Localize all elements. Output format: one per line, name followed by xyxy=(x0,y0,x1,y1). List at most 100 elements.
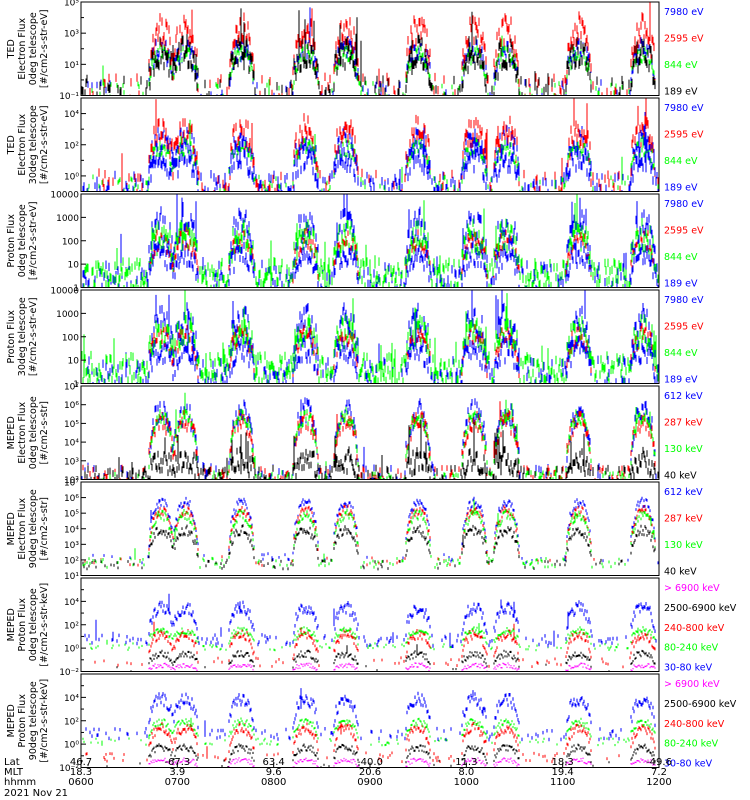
y-label-line: 30deg telescope xyxy=(17,297,28,376)
x-tick-mlt: 20.6 xyxy=(359,767,381,778)
y-tick-label: 10⁰ xyxy=(64,741,79,751)
trace-40-kev xyxy=(82,524,656,571)
legend-entry: 844 eV xyxy=(664,60,698,71)
y-tick-label: 10² xyxy=(64,717,79,727)
y-tick-label: 10⁻² xyxy=(59,764,79,774)
legend-entry: 130 keV xyxy=(664,540,703,551)
y-tick-label: 10⁷ xyxy=(64,479,79,489)
x-date-label: 2021 Nov 21 xyxy=(4,788,68,799)
legend-entry: 2595 eV xyxy=(664,226,704,237)
panel-8: 10⁻² 10⁰ 10² 10⁴ MEPED Proton Flux 90deg teles… xyxy=(6,673,737,774)
y-label-line: MEPED xyxy=(6,512,17,545)
trace-40-kev xyxy=(84,420,659,480)
y-label-line: [#/cm2-s-str] xyxy=(39,401,50,464)
y-tick-label: 1 xyxy=(73,380,79,390)
panel-1-ylabel: TED Electron Flux 0deg telescope [#/cm2-s-s… xyxy=(6,9,50,88)
panel-6-frame xyxy=(80,481,660,576)
x-tick-lat: -40.0 xyxy=(357,757,383,768)
legend-entry: 844 eV xyxy=(664,156,698,167)
panel-8-traces xyxy=(81,688,656,768)
legend-entry: 287 keV xyxy=(664,514,703,525)
panel-3: 1 10 100 1000 10000 Proton Flux 0deg telescope… xyxy=(6,191,704,295)
legend-entry: 2595 eV xyxy=(664,322,704,333)
y-tick-label: 10⁶ xyxy=(64,494,79,504)
y-tick-label: 10² xyxy=(64,476,79,486)
trace-80-240-kev xyxy=(89,623,656,652)
trace-2500-6900-kev xyxy=(81,743,656,768)
x-axis-block: Lat MLT hhmm 2021 Nov 21 46.718.30600-67… xyxy=(4,757,672,799)
y-tick-label: 10⁴ xyxy=(64,525,79,535)
panel-6-traces xyxy=(82,496,659,571)
y-label-line: Proton Flux xyxy=(17,598,28,652)
y-label-line: Proton Flux xyxy=(6,214,17,268)
y-label-line: TED xyxy=(6,39,17,59)
y-tick-label: 10⁴ xyxy=(64,439,79,449)
y-label-line: [#/cm2-s-str-eV] xyxy=(28,297,39,376)
legend-entry: 240-800 keV xyxy=(664,719,725,730)
x-tick-lat: 11.3 xyxy=(455,757,477,768)
panel-2-traces xyxy=(82,98,659,192)
legend-entry: 40 keV xyxy=(664,567,697,578)
y-label-line: 0deg telescope xyxy=(28,396,39,469)
legend-entry: 612 keV xyxy=(664,391,703,402)
x-tick-mlt: 3.9 xyxy=(169,767,185,778)
trace-2595-ev xyxy=(84,2,656,96)
legend-entry: > 6900 keV xyxy=(664,679,720,690)
trace-189-ev xyxy=(82,127,657,192)
trace-30-80-kev xyxy=(84,593,657,648)
panel-8-frame xyxy=(80,673,660,768)
y-tick-label: 10⁻² xyxy=(59,668,79,678)
legend-entry: 189 eV xyxy=(664,375,698,386)
legend-entry: 7980 eV xyxy=(664,103,704,114)
y-tick-label: 10⁷ xyxy=(64,383,79,393)
y-tick-label: 1000 xyxy=(56,310,79,320)
y-tick-label: 10000 xyxy=(50,191,79,201)
y-label-line: [#/cm2-s-str-eV] xyxy=(39,9,50,88)
y-tick-label: 10⁵ xyxy=(64,0,79,9)
panel-6: 10¹ 10² 10³ 10⁴ 10⁵ 10⁶ 10⁷ MEPED Electron Flux 9… xyxy=(6,479,703,583)
legend-entry: 2500-6900 keV xyxy=(664,699,737,710)
x-tick-hhmm: 0900 xyxy=(357,777,382,788)
trace-844-ev xyxy=(81,290,659,384)
legend-entry: 240-800 keV xyxy=(664,623,725,634)
panel-1: 10⁻¹ 10¹ 10³ 10⁵ TED Electron Flux 0deg telesc… xyxy=(6,0,704,102)
y-label-line: Electron Flux xyxy=(17,114,28,176)
y-label-line: TED xyxy=(6,135,17,155)
legend-entry: 612 keV xyxy=(664,487,703,498)
legend-entry: 80-240 keV xyxy=(664,739,719,750)
panel-5-traces xyxy=(81,392,659,480)
panel-5: 10² 10³ 10⁴ 10⁵ 10⁶ 10⁷ MEPED Electron Flux 0deg… xyxy=(6,383,703,487)
trace-189-ev xyxy=(92,311,656,384)
y-tick-label: 10 xyxy=(68,357,80,367)
legend-entry: 130 keV xyxy=(664,444,703,455)
legend-entry: 30-80 keV xyxy=(664,663,713,674)
legend-entry: 189 eV xyxy=(664,279,698,290)
y-tick-label: 10³ xyxy=(64,541,79,551)
legend-entry: 2595 eV xyxy=(664,130,704,141)
x-tick-lat: 18.3 xyxy=(552,757,574,768)
trace-130-kev xyxy=(84,392,656,480)
panel-4: 1 10 100 1000 10000 Proton Flux 30deg telescop… xyxy=(6,287,704,391)
legend-entry: 80-240 keV xyxy=(664,643,719,654)
y-tick-label: 10⁻¹ xyxy=(59,92,79,102)
y-tick-label: 10⁰ xyxy=(64,645,79,655)
panel-2-ylabel: TED Electron Flux 30deg telescope [#/cm2-s-… xyxy=(6,105,50,184)
x-tick-lat: 63.4 xyxy=(263,757,285,768)
y-tick-label: 10³ xyxy=(64,457,79,467)
panel-7-traces xyxy=(84,593,657,672)
panel-4-ylabel: Proton Flux 30deg telescope [#/cm2-s-str-e… xyxy=(6,297,39,376)
y-tick-label: 10⁴ xyxy=(64,110,79,120)
y-tick-label: 10⁵ xyxy=(64,510,79,520)
legend-entry: 7980 eV xyxy=(664,295,704,306)
y-label-line: 90deg telescope xyxy=(28,681,39,760)
x-tick-hhmm: 1100 xyxy=(550,777,575,788)
legend-entry: 844 eV xyxy=(664,252,698,263)
panel-5-ylabel: MEPED Electron Flux 0deg telescope [#/cm2-s… xyxy=(6,396,50,469)
trace-189-ev xyxy=(82,239,658,288)
legend-entry: 287 keV xyxy=(664,418,703,429)
x-tick-hhmm: 0600 xyxy=(68,777,93,788)
panel-3-traces xyxy=(82,194,659,288)
y-tick-label: 100 xyxy=(62,333,79,343)
legend-entry: 7980 eV xyxy=(664,199,704,210)
y-label-line: Proton Flux xyxy=(17,694,28,748)
